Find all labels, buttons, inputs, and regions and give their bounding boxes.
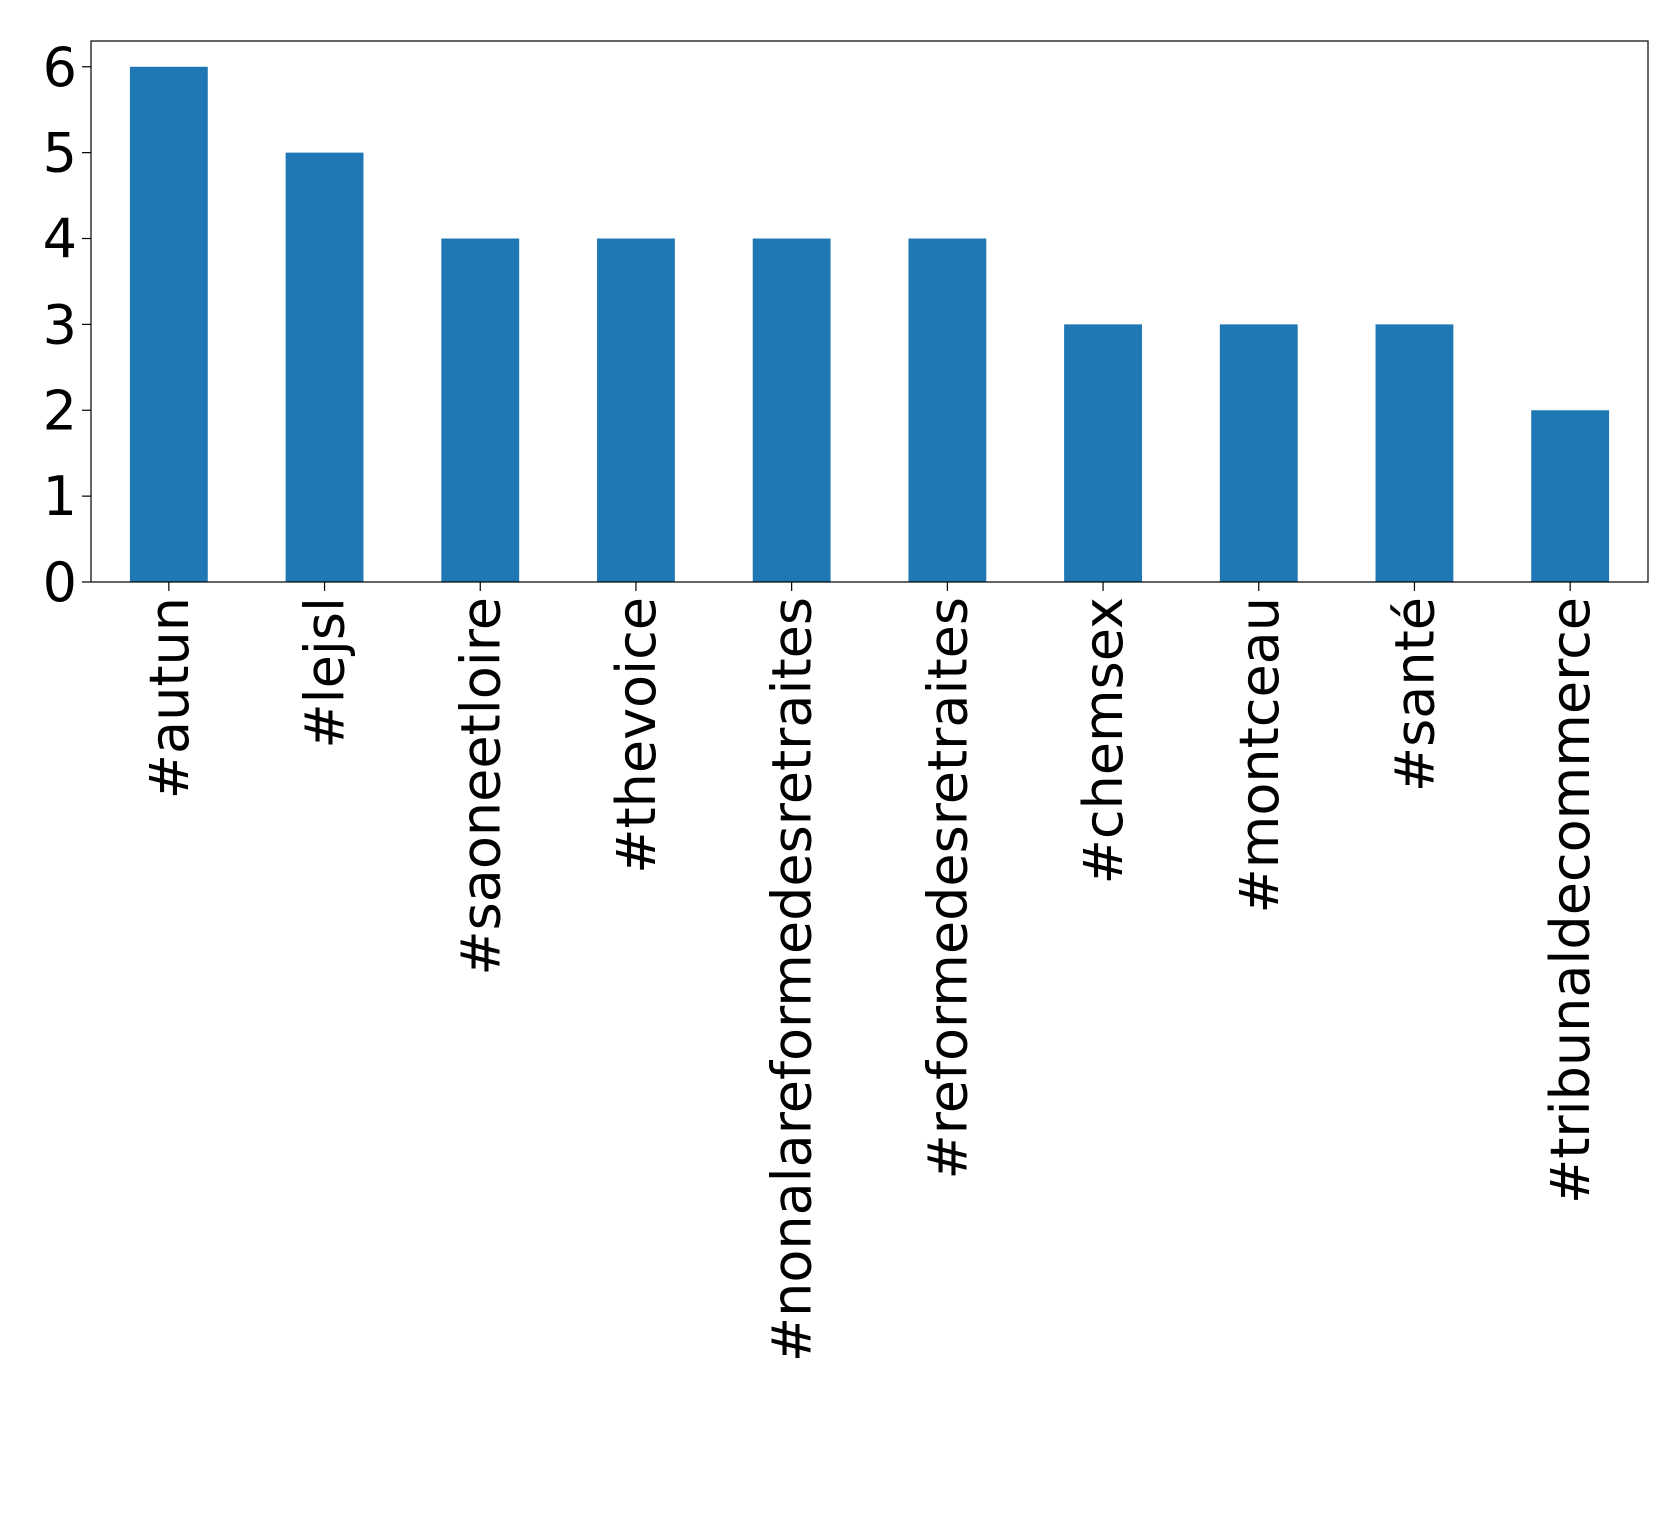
- y-tick-label: 4: [43, 208, 77, 271]
- bar: [597, 238, 675, 582]
- bar: [1219, 324, 1298, 582]
- bar: [1531, 410, 1610, 582]
- y-tick-label: 3: [43, 293, 77, 356]
- bar: [1375, 324, 1454, 582]
- x-tick-label: #autun: [138, 597, 201, 799]
- x-tick-label: #santé: [1383, 597, 1446, 792]
- plot-frame: [90, 40, 1649, 583]
- x-tick-label: #nonalareformedesretraites: [761, 597, 824, 1362]
- x-tick-label: #thevoice: [605, 597, 668, 874]
- x-tick-label: #reformedesretraites: [916, 597, 979, 1179]
- y-tick-label: 5: [43, 122, 77, 185]
- x-tick-label: #saoneetloire: [449, 597, 512, 976]
- bar: [752, 238, 831, 582]
- x-tick-label: #chemsex: [1072, 597, 1135, 884]
- y-tick-label: 6: [43, 36, 77, 99]
- bar: [1064, 324, 1142, 582]
- y-tick-label: 0: [43, 551, 77, 614]
- y-tick-label: 1: [43, 465, 77, 528]
- x-tick-label: #montceau: [1228, 597, 1291, 914]
- bar: [129, 66, 208, 582]
- bar: [441, 238, 520, 582]
- x-tick-label: #tribunaldecommerce: [1539, 597, 1602, 1204]
- x-tick-label: #lejsl: [294, 597, 357, 749]
- bar: [285, 152, 364, 582]
- bar: [908, 238, 987, 582]
- y-tick-label: 2: [43, 379, 77, 442]
